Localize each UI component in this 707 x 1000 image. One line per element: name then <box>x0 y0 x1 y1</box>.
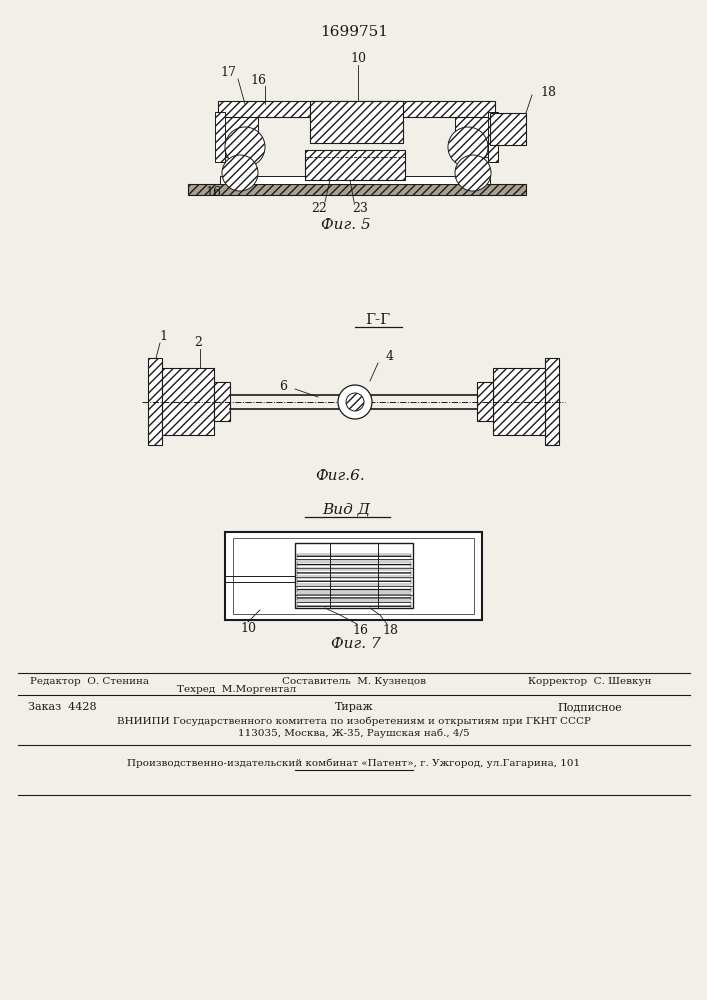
Bar <box>310 101 403 143</box>
Bar <box>297 554 411 560</box>
Text: Вид Д: Вид Д <box>322 503 370 517</box>
Text: 18: 18 <box>540 86 556 99</box>
Text: 16: 16 <box>352 624 368 637</box>
Text: 16: 16 <box>250 74 266 87</box>
Text: Корректор  С. Шевкун: Корректор С. Шевкун <box>528 676 652 686</box>
Text: Подписное: Подписное <box>558 702 622 712</box>
Bar <box>218 101 495 117</box>
Circle shape <box>225 127 265 167</box>
Bar <box>545 358 559 445</box>
Bar <box>297 594 411 600</box>
Bar <box>297 586 411 592</box>
Bar <box>297 578 411 584</box>
Bar <box>233 538 474 614</box>
Text: Тираж: Тираж <box>334 702 373 712</box>
Circle shape <box>346 393 364 411</box>
Text: Заказ  4428: Заказ 4428 <box>28 702 96 712</box>
Bar <box>490 113 526 145</box>
Bar <box>218 117 258 157</box>
Text: 6: 6 <box>279 379 287 392</box>
Bar <box>295 543 413 608</box>
Text: 16: 16 <box>205 186 221 198</box>
Text: 17: 17 <box>220 66 236 80</box>
Bar <box>493 368 545 435</box>
Text: 1699751: 1699751 <box>320 25 388 39</box>
Text: 2: 2 <box>194 336 202 350</box>
Text: Производственно-издательский комбинат «Патент», г. Ужгород, ул.Гагарина, 101: Производственно-издательский комбинат «П… <box>127 758 580 768</box>
Text: Фиг. 7: Фиг. 7 <box>331 637 381 651</box>
Bar <box>477 382 493 421</box>
Text: 22: 22 <box>311 202 327 215</box>
Bar <box>297 562 411 568</box>
Bar <box>488 112 498 162</box>
Bar <box>162 368 214 435</box>
Text: Фиг.6.: Фиг.6. <box>315 469 365 483</box>
Text: 23: 23 <box>352 202 368 215</box>
Bar <box>297 570 411 576</box>
Bar <box>220 176 490 184</box>
Text: 10: 10 <box>240 621 256 635</box>
Bar <box>148 358 162 445</box>
Text: Г-Г: Г-Г <box>366 313 390 327</box>
Text: 18: 18 <box>382 624 398 637</box>
Bar <box>305 150 405 180</box>
Text: ВНИИПИ Государственного комитета по изобретениям и открытиям при ГКНТ СССР: ВНИИПИ Государственного комитета по изоб… <box>117 716 591 726</box>
Circle shape <box>448 127 488 167</box>
Bar <box>225 532 482 620</box>
Bar <box>214 382 230 421</box>
Text: 4: 4 <box>386 351 394 363</box>
Circle shape <box>455 155 491 191</box>
Bar <box>455 117 495 157</box>
Text: Редактор  О. Стенина: Редактор О. Стенина <box>30 676 149 686</box>
Text: 10: 10 <box>350 51 366 64</box>
Bar <box>188 184 526 195</box>
Text: 113035, Москва, Ж-35, Раушская наб., 4/5: 113035, Москва, Ж-35, Раушская наб., 4/5 <box>238 728 470 738</box>
Circle shape <box>338 385 372 419</box>
Text: Фиг. 5: Фиг. 5 <box>321 218 371 232</box>
Circle shape <box>222 155 258 191</box>
Bar <box>297 602 411 608</box>
Text: 1: 1 <box>159 330 167 344</box>
Text: Составитель  М. Кузнецов: Составитель М. Кузнецов <box>282 676 426 686</box>
Text: Техред  М.Моргентал: Техред М.Моргентал <box>177 684 297 694</box>
Bar <box>215 112 225 162</box>
